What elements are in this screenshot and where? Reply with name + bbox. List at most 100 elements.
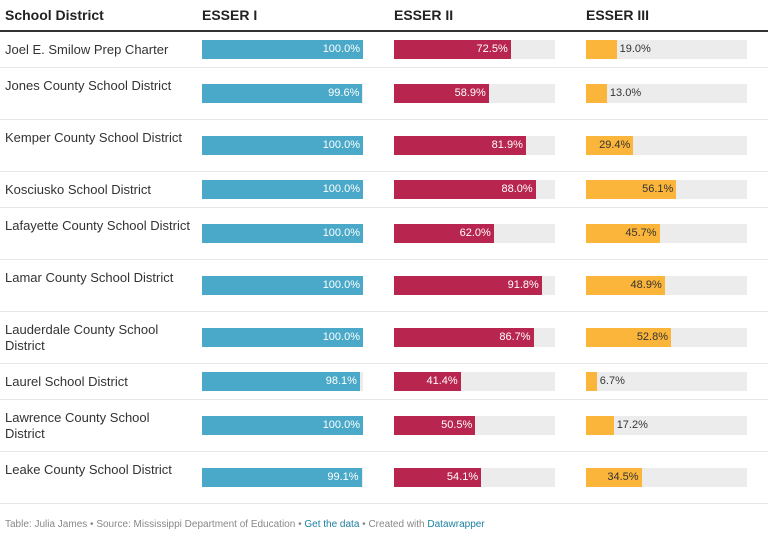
value-label: 56.1% xyxy=(642,183,674,195)
bar-esser-2 xyxy=(394,328,534,347)
bar-track: 72.5% xyxy=(394,40,555,59)
bar-track: 100.0% xyxy=(202,136,363,155)
value-label: 6.7% xyxy=(599,375,625,387)
value-label: 100.0% xyxy=(322,279,360,291)
value-label: 100.0% xyxy=(322,139,360,151)
bar-track: 86.7% xyxy=(394,328,555,347)
value-label: 99.6% xyxy=(328,87,360,99)
bar-track: 62.0% xyxy=(394,224,555,243)
bar-track: 34.5% xyxy=(586,468,747,487)
value-label: 58.9% xyxy=(454,87,486,99)
bar-track: 13.0% xyxy=(586,84,747,103)
bar-esser-2 xyxy=(394,84,489,103)
bar-track: 29.4% xyxy=(586,136,747,155)
bar-esser-1 xyxy=(202,328,363,347)
district-name: Jones County School District xyxy=(5,78,172,93)
district-name: Kemper County School District xyxy=(5,130,183,145)
bar-esser-2 xyxy=(394,468,482,487)
get-data-link[interactable]: Get the data xyxy=(304,519,360,530)
district-name: Lawrence County School District xyxy=(5,410,150,441)
table-row: Lamar County School District 100.0% 91.8% 4… xyxy=(0,260,768,312)
value-label: 99.1% xyxy=(327,471,359,483)
bar-track: 81.9% xyxy=(394,136,555,155)
footer-created: • Created with xyxy=(359,519,428,530)
bar-esser-3 xyxy=(586,40,617,59)
table-row: Joel E. Smilow Prep Charter 100.0% 72.5% 19… xyxy=(0,32,768,68)
bar-esser-1 xyxy=(202,224,363,243)
bar-esser-2 xyxy=(394,276,542,295)
table-row: Kosciusko School District 100.0% 88.0% 56.1… xyxy=(0,172,768,208)
district-name: Laurel School District xyxy=(5,374,128,389)
district-name: Lamar County School District xyxy=(5,270,174,285)
bar-esser-3 xyxy=(586,468,642,487)
bar-track: 99.6% xyxy=(202,84,363,103)
bar-esser-1 xyxy=(202,372,360,391)
table-row: Laurel School District 98.1% 41.4% 6.7% xyxy=(0,364,768,400)
header-district[interactable]: School District xyxy=(5,7,104,23)
bar-track: 100.0% xyxy=(202,328,363,347)
bar-esser-1 xyxy=(202,136,363,155)
table-row: Jones County School District 99.6% 58.9% 13… xyxy=(0,68,768,120)
header-esser-1[interactable]: ESSER I xyxy=(202,7,258,23)
value-label: 88.0% xyxy=(501,183,533,195)
bar-esser-2 xyxy=(394,136,526,155)
district-name: Lafayette County School District xyxy=(5,218,190,233)
bar-track: 17.2% xyxy=(586,416,747,435)
bar-esser-3 xyxy=(586,276,665,295)
bar-track: 100.0% xyxy=(202,276,363,295)
value-label: 54.1% xyxy=(446,471,479,483)
header-esser-3[interactable]: ESSER III xyxy=(586,7,650,23)
bar-track: 58.9% xyxy=(394,84,555,103)
table-row: Lawrence County School District 100.0% 50.… xyxy=(0,400,768,452)
bar-track: 19.0% xyxy=(586,40,747,59)
value-label: 19.0% xyxy=(619,43,651,55)
bar-track: 88.0% xyxy=(394,180,555,199)
value-label: 48.9% xyxy=(630,279,662,291)
table-row: Lauderdale County School District 100.0% 8… xyxy=(0,312,768,364)
footer: Table: Julia James • Source: Mississippi… xyxy=(5,519,485,530)
bar-esser-2 xyxy=(394,416,476,435)
value-label: 45.7% xyxy=(625,227,657,239)
bar-esser-2 xyxy=(394,180,536,199)
value-label: 100.0% xyxy=(322,419,360,431)
value-label: 17.2% xyxy=(616,419,648,431)
value-label: 100.0% xyxy=(322,43,360,55)
value-label: 100.0% xyxy=(322,331,360,343)
bar-esser-2 xyxy=(394,224,494,243)
header-esser-2[interactable]: ESSER II xyxy=(394,7,454,23)
value-label: 50.5% xyxy=(441,419,473,431)
bar-esser-1 xyxy=(202,180,363,199)
bar-esser-2 xyxy=(394,372,461,391)
bar-track: 56.1% xyxy=(586,180,747,199)
bar-track: 6.7% xyxy=(586,372,747,391)
value-label: 34.5% xyxy=(607,471,639,483)
bar-track: 54.1% xyxy=(394,468,555,487)
bar-esser-3 xyxy=(586,416,614,435)
value-label: 72.5% xyxy=(476,43,508,55)
bar-esser-3 xyxy=(586,136,634,155)
bar-esser-3 xyxy=(586,224,660,243)
value-label: 52.8% xyxy=(636,331,669,343)
bar-esser-3 xyxy=(586,84,607,103)
table-row: Lafayette County School District 100.0% 62… xyxy=(0,208,768,260)
bar-esser-1 xyxy=(202,416,363,435)
bar-track: 41.4% xyxy=(394,372,555,391)
value-label: 81.9% xyxy=(491,139,523,151)
bar-track: 100.0% xyxy=(202,40,363,59)
district-name: Leake County School District xyxy=(5,462,172,477)
table-header: School District ESSER I ESSER II ESSER I… xyxy=(0,0,768,32)
value-label: 98.1% xyxy=(325,375,357,387)
value-label: 91.8% xyxy=(507,279,539,291)
table-body: Joel E. Smilow Prep Charter 100.0% 72.5% 19… xyxy=(0,32,768,504)
bar-track: 91.8% xyxy=(394,276,555,295)
value-label: 29.4% xyxy=(599,139,631,151)
bar-track: 100.0% xyxy=(202,180,363,199)
bar-track: 52.8% xyxy=(586,328,747,347)
value-label: 41.4% xyxy=(426,375,458,387)
bar-esser-1 xyxy=(202,40,363,59)
bar-track: 100.0% xyxy=(202,416,363,435)
table-row: Kemper County School District 100.0% 81.9%… xyxy=(0,120,768,172)
bar-track: 50.5% xyxy=(394,416,555,435)
datawrapper-link[interactable]: Datawrapper xyxy=(427,519,485,530)
bar-esser-1 xyxy=(202,468,362,487)
